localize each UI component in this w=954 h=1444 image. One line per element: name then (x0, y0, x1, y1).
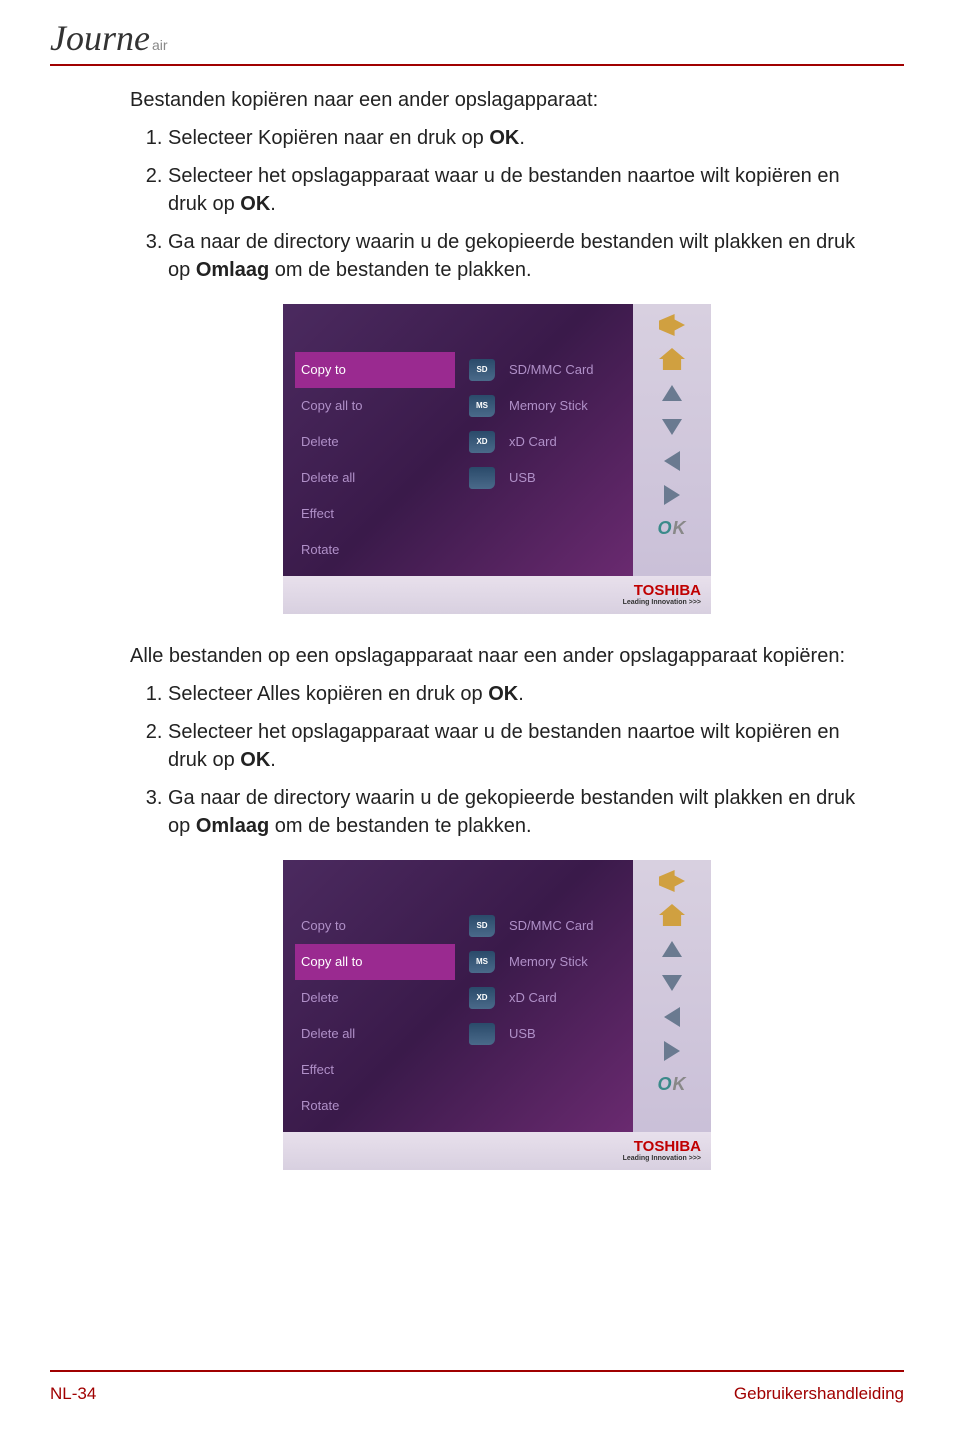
screenshot-brand-bar: TOSHIBA Leading Innovation >>> (283, 576, 711, 614)
menu-item: Copy to (295, 908, 455, 944)
page-footer: NL-34 Gebruikershandleiding (50, 1370, 904, 1404)
section2-intro: Alle bestanden op een opslagapparaat naa… (130, 642, 864, 670)
back-icon (656, 310, 688, 340)
list-item: Ga naar de directory waarin u de gekopie… (168, 784, 864, 840)
section1-list: Selecteer Kopiëren naar en druk op OK. S… (130, 124, 864, 284)
section2-list: Selecteer Alles kopiëren en druk op OK. … (130, 680, 864, 840)
storage-item: XD xD Card (463, 980, 633, 1016)
section1-intro: Bestanden kopiëren naar een ander opslag… (130, 86, 864, 114)
menu-item: Rotate (295, 532, 455, 568)
storage-item: USB (463, 460, 633, 496)
screenshot-main-panel: Copy toCopy all toDeleteDelete allEffect… (283, 304, 633, 576)
menu-item: Rotate (295, 1088, 455, 1124)
menu-column: Copy toCopy all toDeleteDelete allEffect… (295, 908, 455, 1124)
screenshot-nav-panel: OK (633, 860, 711, 1132)
storage-item: MS Memory Stick (463, 944, 633, 980)
storage-label: Memory Stick (509, 397, 588, 415)
menu-item: Delete (295, 424, 455, 460)
arrow-left-icon (656, 446, 688, 476)
storage-item: XD xD Card (463, 424, 633, 460)
page-number: NL-34 (50, 1384, 96, 1404)
screenshot-main-panel: Copy toCopy all toDeleteDelete allEffect… (283, 860, 633, 1132)
storage-card-icon: SD (469, 915, 495, 937)
storage-label: USB (509, 1025, 536, 1043)
storage-card-icon: MS (469, 951, 495, 973)
storage-card-icon (469, 1023, 495, 1045)
storage-label: SD/MMC Card (509, 361, 594, 379)
device-screenshot-copy-all-to: Copy toCopy all toDeleteDelete allEffect… (283, 860, 711, 1170)
back-icon (656, 866, 688, 896)
brand-sub-label: Leading Innovation >>> (623, 598, 701, 608)
brand-label: TOSHIBA (623, 1139, 701, 1154)
screenshot-brand-bar: TOSHIBA Leading Innovation >>> (283, 1132, 711, 1170)
arrow-left-icon (656, 1002, 688, 1032)
screenshot-nav-panel: OK (633, 304, 711, 576)
list-item: Ga naar de directory waarin u de gekopie… (168, 228, 864, 284)
arrow-up-icon (656, 378, 688, 408)
menu-column: Copy toCopy all toDeleteDelete allEffect… (295, 352, 455, 568)
storage-column: SD SD/MMC Card MS Memory Stick XD xD Card USB (463, 908, 633, 1052)
storage-card-icon: MS (469, 395, 495, 417)
main-content: Bestanden kopiëren naar een ander opslag… (50, 86, 904, 1170)
menu-item: Copy to (295, 352, 455, 388)
home-icon (656, 900, 688, 930)
storage-label: Memory Stick (509, 953, 588, 971)
home-icon (656, 344, 688, 374)
storage-card-icon (469, 467, 495, 489)
device-screenshot-copy-to: Copy toCopy all toDeleteDelete allEffect… (283, 304, 711, 614)
storage-column: SD SD/MMC Card MS Memory Stick XD xD Card USB (463, 352, 633, 496)
list-item: Selecteer Kopiëren naar en druk op OK. (168, 124, 864, 152)
arrow-up-icon (656, 934, 688, 964)
logo-main: Journe (50, 18, 150, 58)
storage-item: SD SD/MMC Card (463, 352, 633, 388)
list-item: Selecteer het opslagapparaat waar u de b… (168, 162, 864, 218)
menu-item: Delete all (295, 460, 455, 496)
logo: Journeair (50, 18, 168, 58)
brand-label: TOSHIBA (623, 583, 701, 598)
arrow-right-icon (656, 1036, 688, 1066)
storage-label: USB (509, 469, 536, 487)
menu-item: Effect (295, 1052, 455, 1088)
arrow-down-icon (656, 412, 688, 442)
storage-label: SD/MMC Card (509, 917, 594, 935)
list-item: Selecteer Alles kopiëren en druk op OK. (168, 680, 864, 708)
ok-button: OK (656, 514, 688, 544)
menu-item: Copy all to (295, 944, 455, 980)
storage-item: SD SD/MMC Card (463, 908, 633, 944)
menu-item: Delete (295, 980, 455, 1016)
storage-card-icon: SD (469, 359, 495, 381)
arrow-down-icon (656, 968, 688, 998)
ok-button: OK (656, 1070, 688, 1100)
storage-item: MS Memory Stick (463, 388, 633, 424)
list-item: Selecteer het opslagapparaat waar u de b… (168, 718, 864, 774)
logo-sub: air (152, 37, 168, 53)
storage-label: xD Card (509, 433, 557, 451)
brand-sub-label: Leading Innovation >>> (623, 1154, 701, 1164)
page-header: Journeair (50, 20, 904, 66)
footer-title: Gebruikershandleiding (734, 1384, 904, 1404)
arrow-right-icon (656, 480, 688, 510)
menu-item: Delete all (295, 1016, 455, 1052)
storage-label: xD Card (509, 989, 557, 1007)
storage-card-icon: XD (469, 987, 495, 1009)
storage-card-icon: XD (469, 431, 495, 453)
storage-item: USB (463, 1016, 633, 1052)
menu-item: Effect (295, 496, 455, 532)
menu-item: Copy all to (295, 388, 455, 424)
